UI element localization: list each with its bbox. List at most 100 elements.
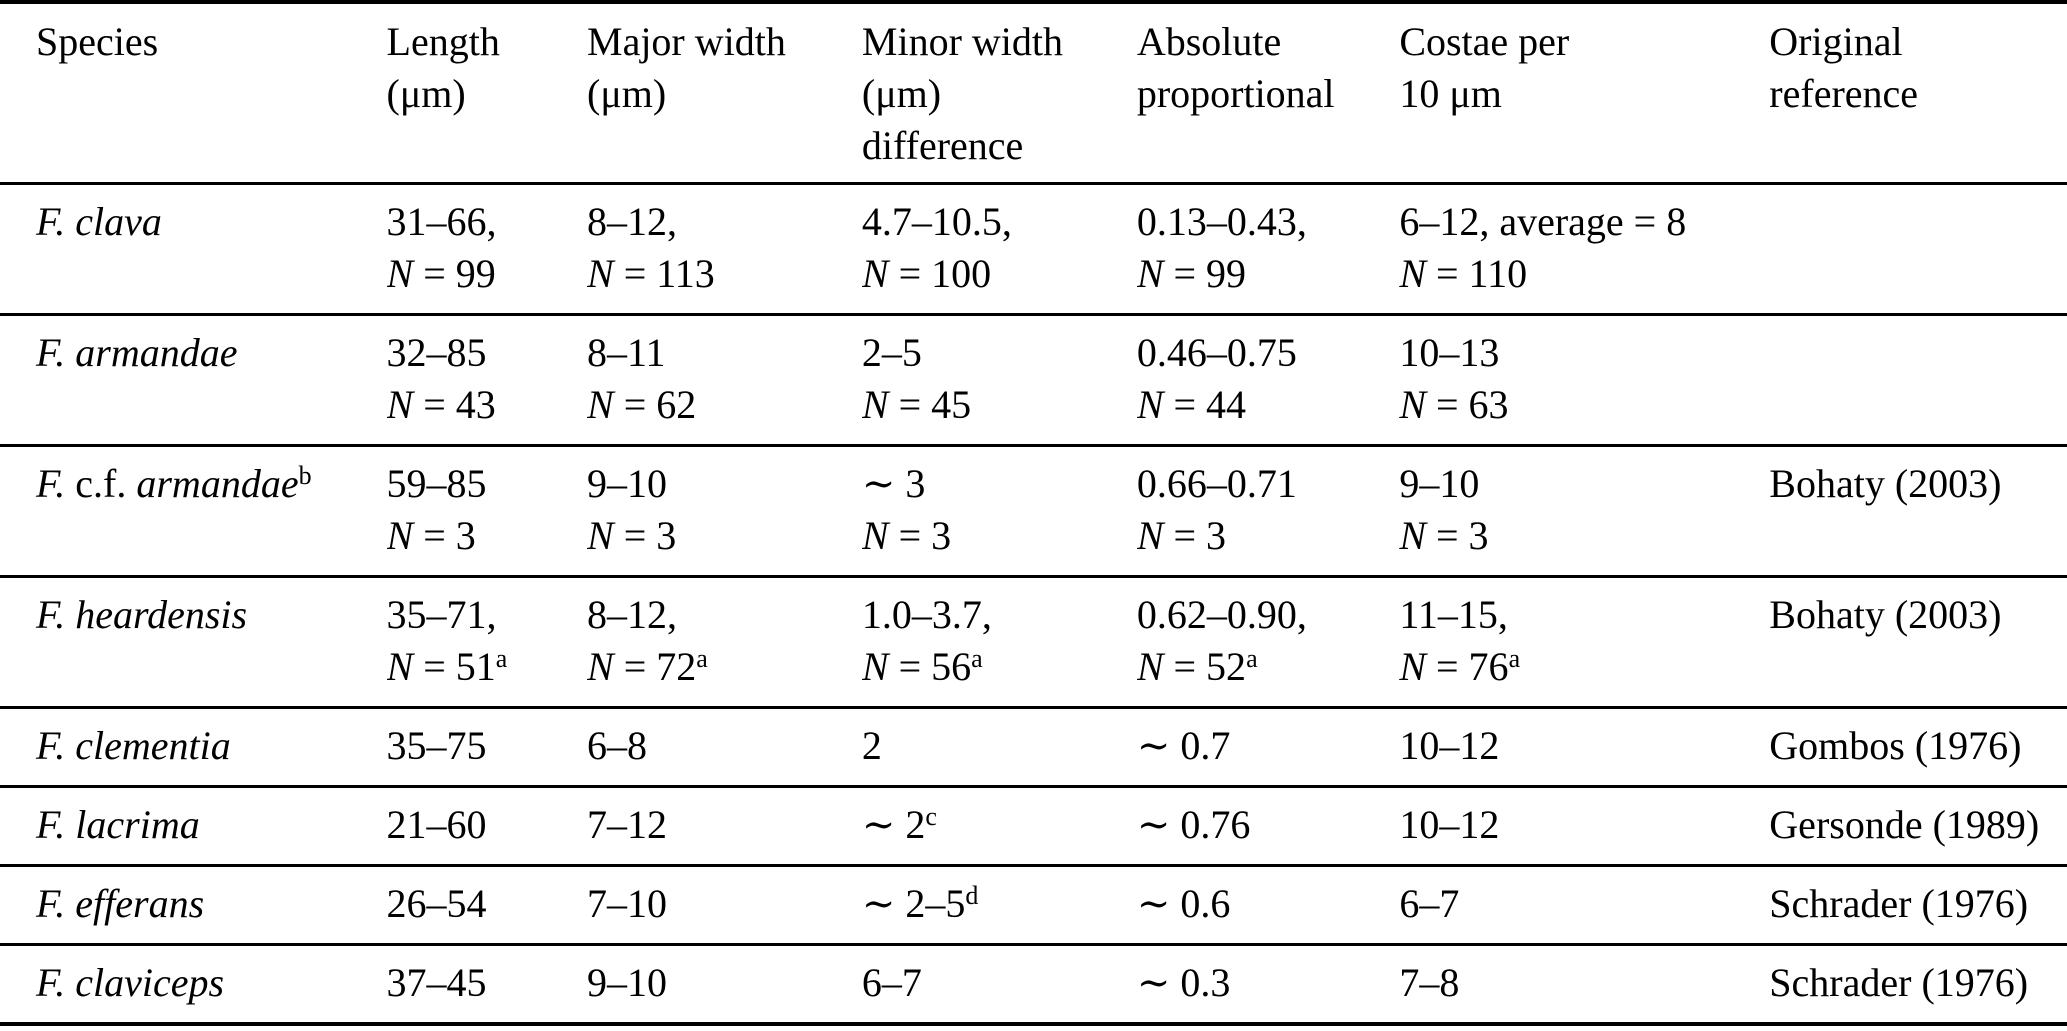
cell-line: Schrader (1976) <box>1769 957 2059 1009</box>
cell-length: 31–66, N = 99 <box>387 184 587 315</box>
table-row: F. armandae 32–85 N = 43 8–11 N = 62 2–5 N = 4… <box>0 313 2067 446</box>
text-segment: 6–8 <box>587 723 647 768</box>
cell-costae: 10–12 <box>1399 706 1770 787</box>
text-segment: = 76 <box>1426 644 1509 689</box>
cell-line: 9–10 <box>587 957 854 1009</box>
cell-line: N = 110 <box>1399 248 1761 300</box>
cell-length: 59–85 N = 3 <box>386 444 587 577</box>
text-segment: 8–11 <box>587 330 666 375</box>
text-segment: 8–12, <box>587 199 677 244</box>
table-row: F. lacrima 21–60 7–12 ∼ 2c ∼ 0.76 10–12 Gerson… <box>0 785 2067 866</box>
text-segment: Gombos (1976) <box>1769 723 2022 768</box>
text-segment: 9–10 <box>1399 461 1480 506</box>
text-segment: = 3 <box>1426 513 1489 558</box>
cell-minor-width: 1.0–3.7, N = 56a <box>861 575 1137 708</box>
text-segment: N <box>1136 513 1164 558</box>
cell-line: F. heardensis <box>36 589 379 641</box>
cell-line: Bohaty (2003) <box>1769 458 2059 510</box>
cell-line: 2–5 <box>862 327 1129 379</box>
text-segment: ∼ 0.76 <box>1136 802 1251 847</box>
cell-line: F. clementia <box>36 720 379 772</box>
cell-absolute-proportional: ∼ 0.76 <box>1136 785 1400 866</box>
cell-minor-width: 2 <box>861 706 1137 787</box>
text-segment: 10–12 <box>1399 802 1500 847</box>
table-row: F. claviceps 37–45 9–10 6–7 ∼ 0.3 7–8 Schrader… <box>0 943 2067 1024</box>
text-segment: ∼ 0.7 <box>1136 723 1231 768</box>
text-segment: 10–12 <box>1399 723 1500 768</box>
text-segment: 0.66–0.71 <box>1136 461 1297 506</box>
text-segment: 21–60 <box>386 802 487 847</box>
cell-length: 32–85 N = 43 <box>386 313 587 446</box>
text-segment: = 62 <box>613 382 697 427</box>
cell-line: N = 99 <box>387 248 579 300</box>
text-segment: = 113 <box>613 251 715 296</box>
cell-species: F. heardensis <box>0 575 387 708</box>
text-segment: = 99 <box>413 251 496 296</box>
cell-line: 31–66, <box>387 196 579 248</box>
text-segment: 37–45 <box>386 960 487 1005</box>
cell-major-width: 9–10 N = 3 <box>587 444 862 577</box>
cell-major-width: 7–10 <box>587 864 862 945</box>
text-segment: F. efferans <box>36 881 205 926</box>
cell-line: ∼ 2–5d <box>862 878 1129 930</box>
text-segment: N <box>1399 251 1426 296</box>
cell-species: F. c.f. armandaeb <box>0 444 387 577</box>
text-segment: N <box>1399 382 1426 427</box>
text-segment: = 3 <box>1163 513 1227 558</box>
cell-minor-width: 6–7 <box>861 943 1137 1024</box>
table-row: F. clementia 35–75 6–8 2 ∼ 0.7 10–12 Gombos (1… <box>0 706 2067 787</box>
cell-line: F. lacrima <box>36 799 379 851</box>
superscript-note: a <box>1246 644 1258 673</box>
cell-species: F. clementia <box>0 706 387 787</box>
cell-line: 26–54 <box>387 878 579 930</box>
cell-line: 9–10 <box>1399 458 1761 510</box>
column-header-length: Length (μm) <box>386 2 587 185</box>
text-segment: 7–8 <box>1399 960 1460 1005</box>
text-segment: = 44 <box>1163 382 1247 427</box>
text-segment: = 45 <box>888 382 972 427</box>
cell-costae: 10–13 N = 63 <box>1399 313 1770 446</box>
cell-line: Schrader (1976) <box>1769 878 2059 930</box>
column-header-minor-width: Minor width (μm) difference <box>861 2 1137 185</box>
text-segment: 6–7 <box>861 960 922 1005</box>
cell-absolute-proportional: 0.66–0.71 N = 3 <box>1136 444 1400 577</box>
text-segment: = 99 <box>1163 251 1247 296</box>
superscript-note: a <box>971 644 983 673</box>
cell-species: F. lacrima <box>0 785 387 866</box>
text-segment: = 100 <box>888 251 992 296</box>
column-header-original-reference: Original reference <box>1769 2 2067 185</box>
text-segment: Bohaty (2003) <box>1769 592 2002 637</box>
cell-line: N = 99 <box>1137 248 1392 300</box>
text-segment: N <box>587 251 614 296</box>
cell-line: ∼ 2c <box>862 799 1129 851</box>
text-segment: 6–12, average = 8 <box>1399 199 1687 244</box>
cell-line: 7–8 <box>1399 957 1761 1009</box>
cell-line: N = 3 <box>1137 510 1392 562</box>
text-segment: Bohaty (2003) <box>1769 461 2002 506</box>
cell-line: 1.0–3.7, <box>862 589 1129 641</box>
cell-major-width: 7–12 <box>587 785 862 866</box>
text-segment: = 3 <box>613 513 677 558</box>
cell-minor-width: ∼ 2c <box>861 785 1137 866</box>
cell-length: 37–45 <box>386 943 587 1024</box>
cell-major-width: 8–12, N = 113 <box>587 184 862 315</box>
text-segment: N <box>861 382 889 427</box>
cell-line: Gersonde (1989) <box>1769 799 2059 851</box>
table-body: F. clava 31–66, N = 99 8–12, N = 113 4.7–10.5… <box>0 184 2067 1024</box>
text-segment: 10–13 <box>1399 330 1500 375</box>
cell-line: 8–11 <box>587 327 854 379</box>
table-row: F. clava 31–66, N = 99 8–12, N = 113 4.7–10.5… <box>0 184 2067 315</box>
superscript-note: a <box>696 644 708 673</box>
cell-line: F. clava <box>36 196 379 248</box>
cell-major-width: 9–10 <box>587 943 862 1024</box>
cell-line: 11–15, <box>1399 589 1761 641</box>
text-segment: ∼ 2–5 <box>861 881 966 926</box>
text-segment: 7–12 <box>587 802 667 847</box>
cell-original-reference: Bohaty (2003) <box>1769 575 2067 708</box>
cell-line: N = 3 <box>387 510 579 562</box>
cell-absolute-proportional: ∼ 0.7 <box>1136 706 1400 787</box>
text-segment: N <box>1399 513 1426 558</box>
superscript-note: a <box>495 644 508 673</box>
